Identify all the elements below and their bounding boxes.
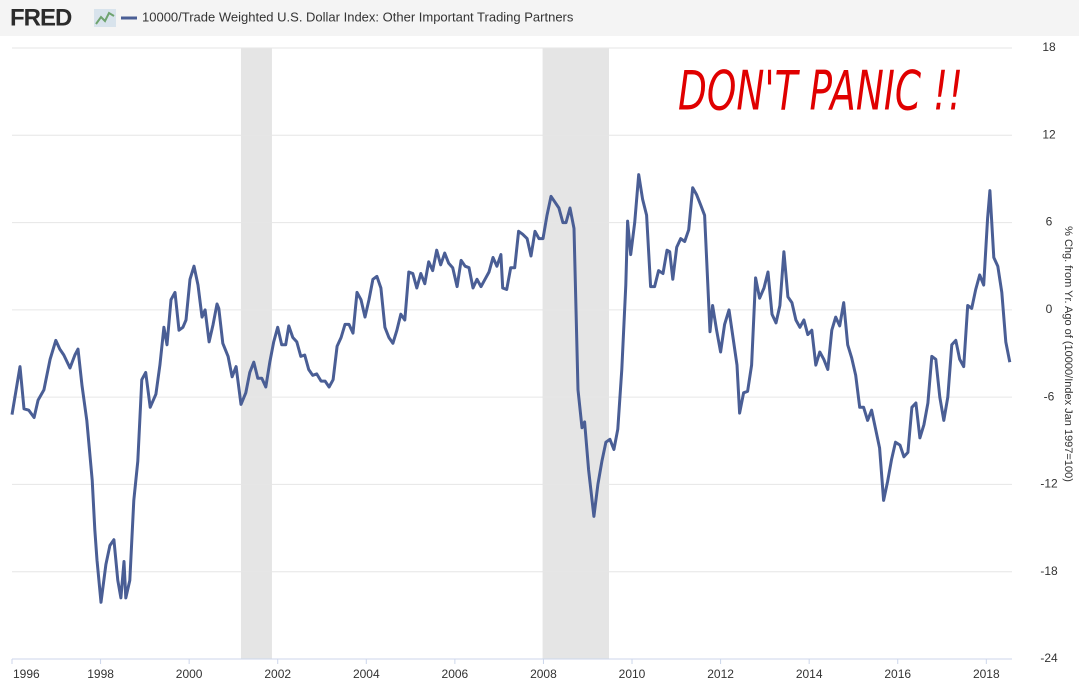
x-tick-label: 2006 xyxy=(442,667,469,681)
y-tick-label: 12 xyxy=(1042,127,1056,141)
x-tick-label: 2016 xyxy=(884,667,911,681)
x-tick-label: 2000 xyxy=(176,667,203,681)
x-tick-label: 2010 xyxy=(619,667,646,681)
recession-shade xyxy=(240,48,272,659)
logo: FRED xyxy=(10,4,72,31)
x-tick-label: 2002 xyxy=(264,667,291,681)
header-bar xyxy=(0,0,1079,36)
x-tick-label: 2004 xyxy=(353,667,380,681)
x-tick-label: 1996 xyxy=(13,667,40,681)
y-tick-label: 18 xyxy=(1042,40,1056,54)
x-tick-label: 2008 xyxy=(530,667,557,681)
y-tick-label: 6 xyxy=(1046,215,1053,229)
x-tick-label: 2018 xyxy=(973,667,1000,681)
y-tick-label: 0 xyxy=(1046,302,1053,316)
y-tick-label: -12 xyxy=(1040,477,1058,491)
y-tick-label: -18 xyxy=(1040,564,1058,578)
x-tick-label: 2012 xyxy=(707,667,734,681)
x-tick-label: 2014 xyxy=(796,667,823,681)
legend-label: 10000/Trade Weighted U.S. Dollar Index: … xyxy=(142,9,574,24)
y-tick-label: -24 xyxy=(1040,651,1058,665)
logo-icon xyxy=(94,9,116,27)
y-tick-label: -6 xyxy=(1044,389,1055,403)
x-tick-label: 1998 xyxy=(87,667,114,681)
annotation: DON'T PANIC !! xyxy=(678,60,963,123)
data-line xyxy=(10,173,1012,604)
y-axis-label: % Chg. from Yr. Ago of (10000/Index Jan … xyxy=(1062,226,1074,482)
